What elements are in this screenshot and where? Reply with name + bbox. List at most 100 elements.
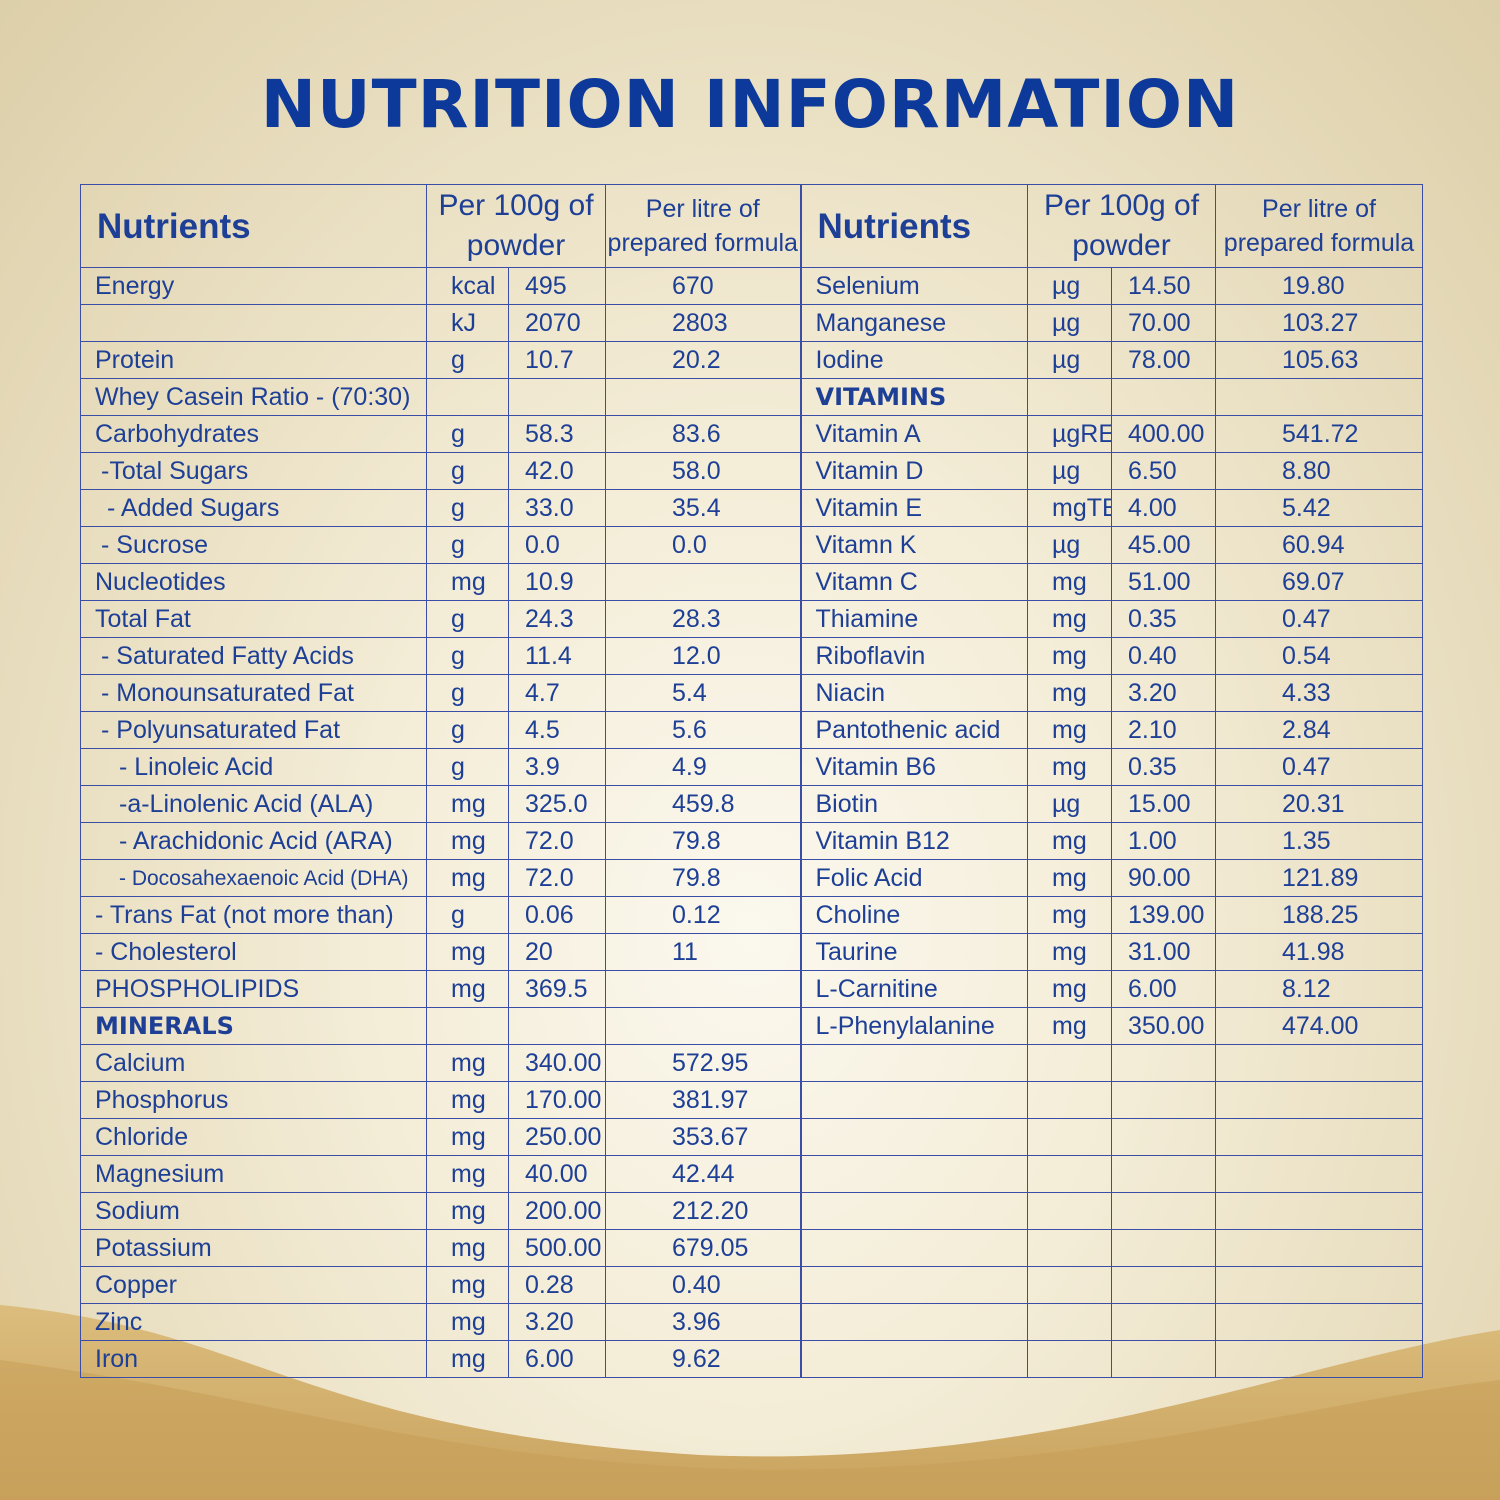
value-per-litre: 353.67 (605, 1118, 801, 1156)
nutrient-unit: mg (426, 563, 509, 601)
value-per-100g: 139.00 (1111, 896, 1216, 934)
nutrient-unit: mg (426, 1118, 509, 1156)
nutrient-unit: µg (1027, 304, 1112, 342)
value-per-litre: 0.12 (605, 896, 801, 934)
nutrient-name: - Trans Fat (not more than) (80, 896, 427, 934)
nutrient-name: - Monounsaturated Fat (80, 674, 427, 712)
value-per-100g: 58.3 (508, 415, 606, 453)
value-per-100g: 4.5 (508, 711, 606, 749)
nutrient-unit: µgRE (1027, 415, 1112, 453)
nutrient-unit: µg (1027, 526, 1112, 564)
value-per-100g: 2070 (508, 304, 606, 342)
table-row: - Docosahexaenoic Acid (DHA) mg 72.0 79.8 Fo… (80, 859, 1423, 897)
table-header-row: Nutrients Per 100g of powder Per litre o… (80, 184, 1423, 268)
empty-cell (1215, 1118, 1423, 1156)
nutrient-name: - Added Sugars (80, 489, 427, 527)
nutrient-unit: g (426, 526, 509, 564)
value-per-100g: 340.00 (508, 1044, 606, 1082)
nutrient-name: Vitamn C (799, 563, 1028, 601)
empty-cell (1215, 1303, 1423, 1341)
value-per-100g: 3.20 (508, 1303, 606, 1341)
empty-cell (799, 1118, 1028, 1156)
empty-cell (1111, 1192, 1216, 1230)
nutrient-unit: g (426, 489, 509, 527)
table-row: Whey Casein Ratio - (70:30) VITAMINS (80, 378, 1423, 416)
value-per-litre: 35.4 (605, 489, 801, 527)
nutrient-name: Vitamin B6 (799, 748, 1028, 786)
nutrient-name: Folic Acid (799, 859, 1028, 897)
empty-cell (1215, 1081, 1423, 1119)
nutrient-name: Riboflavin (799, 637, 1028, 675)
nutrient-unit: mg (1027, 896, 1112, 934)
nutrient-name: Potassium (80, 1229, 427, 1267)
value-per-100g: 200.00 (508, 1192, 606, 1230)
empty-cell (1027, 1081, 1112, 1119)
value-per-100g: 495 (508, 267, 606, 305)
table-row: - Polyunsaturated Fat g 4.5 5.6 Pantothenic … (80, 711, 1423, 749)
page-title: NUTRITION INFORMATION (260, 66, 1240, 143)
nutrient-unit: mg (1027, 600, 1112, 638)
table-row: Sodium mg 200.00 212.20 (80, 1192, 1423, 1230)
value-per-litre: 103.27 (1215, 304, 1423, 342)
value-per-litre: 541.72 (1215, 415, 1423, 453)
nutrient-unit (426, 1007, 509, 1045)
value-per-litre: 0.40 (605, 1266, 801, 1304)
table-row: Energy kcal 495 670 Selenium µg 14.50 19.80 (80, 267, 1423, 305)
nutrient-name: - Docosahexaenoic Acid (DHA) (80, 859, 427, 897)
header-per-litre-right: Per litre of prepared formula (1215, 184, 1423, 268)
nutrient-name: Whey Casein Ratio - (70:30) (80, 378, 427, 416)
table-row: - Arachidonic Acid (ARA) mg 72.0 79.8 Vitami… (80, 822, 1423, 860)
empty-cell (1111, 1044, 1216, 1082)
nutrient-unit: µg (1027, 452, 1112, 490)
nutrient-name: Choline (799, 896, 1028, 934)
value-per-litre: 8.12 (1215, 970, 1423, 1008)
nutrient-name: Vitamin B12 (799, 822, 1028, 860)
nutrient-unit (1027, 378, 1112, 416)
value-per-litre: 0.54 (1215, 637, 1423, 675)
nutrient-name: -Total Sugars (80, 452, 427, 490)
nutrient-unit: mgTE (1027, 489, 1112, 527)
value-per-100g: 78.00 (1111, 341, 1216, 379)
nutrient-unit: mg (1027, 563, 1112, 601)
empty-cell (799, 1340, 1028, 1378)
value-per-litre: 4.9 (605, 748, 801, 786)
table-row: Copper mg 0.28 0.40 (80, 1266, 1423, 1304)
value-per-litre: 572.95 (605, 1044, 801, 1082)
nutrient-name: Zinc (80, 1303, 427, 1341)
nutrient-name: Biotin (799, 785, 1028, 823)
value-per-litre: 2803 (605, 304, 801, 342)
value-per-litre (605, 970, 801, 1008)
value-per-100g (508, 378, 606, 416)
value-per-100g: 0.06 (508, 896, 606, 934)
empty-cell (1027, 1118, 1112, 1156)
nutrient-unit: g (426, 896, 509, 934)
value-per-100g: 0.35 (1111, 748, 1216, 786)
value-per-litre: 28.3 (605, 600, 801, 638)
empty-cell (1215, 1044, 1423, 1082)
nutrient-name: Iodine (799, 341, 1028, 379)
value-per-litre: 212.20 (605, 1192, 801, 1230)
nutrient-name: Vitamin D (799, 452, 1028, 490)
nutrition-table-body: Nutrients Per 100g of powder Per litre o… (80, 184, 1423, 1378)
nutrient-unit: mg (1027, 822, 1112, 860)
nutrient-name: Taurine (799, 933, 1028, 971)
value-per-100g: 170.00 (508, 1081, 606, 1119)
value-per-100g: 0.28 (508, 1266, 606, 1304)
nutrient-name: MINERALS (80, 1007, 427, 1045)
nutrient-unit: mg (1027, 970, 1112, 1008)
header-per-100g: Per 100g of powder (426, 184, 606, 268)
empty-cell (1215, 1229, 1423, 1267)
value-per-100g: 6.50 (1111, 452, 1216, 490)
nutrient-name: - Polyunsaturated Fat (80, 711, 427, 749)
nutrient-name: L-Carnitine (799, 970, 1028, 1008)
nutrient-name: Carbohydrates (80, 415, 427, 453)
nutrient-name (80, 304, 427, 342)
nutrient-name: Selenium (799, 267, 1028, 305)
value-per-100g: 10.9 (508, 563, 606, 601)
nutrient-unit: g (426, 748, 509, 786)
nutrient-name: Manganese (799, 304, 1028, 342)
nutrient-unit: kcal (426, 267, 509, 305)
empty-cell (1111, 1303, 1216, 1341)
